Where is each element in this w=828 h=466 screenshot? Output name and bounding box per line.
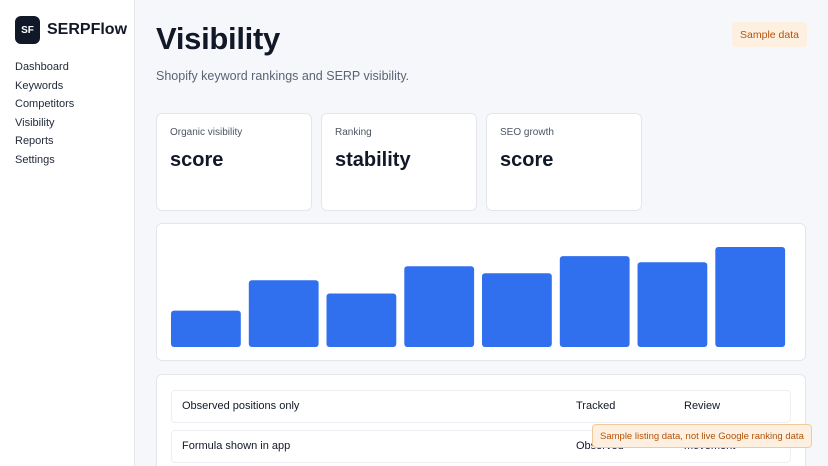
page-subtitle: Shopify keyword rankings and SERP visibi… bbox=[156, 69, 410, 83]
row-name: Observed positions only bbox=[182, 400, 300, 412]
sidebar-nav: Dashboard Keywords Competitors Visibilit… bbox=[15, 60, 74, 172]
page-title: Visibility bbox=[156, 21, 280, 56]
kpi-label: Ranking bbox=[335, 127, 372, 138]
kpi-label: SEO growth bbox=[500, 127, 554, 138]
brand-name: SERPFlow bbox=[47, 21, 128, 38]
table-row[interactable]: Observed positions only Tracked Review bbox=[171, 390, 791, 423]
kpi-card-organic-visibility: Organic visibility score bbox=[156, 113, 312, 211]
visibility-chart-card bbox=[156, 223, 806, 361]
row-name: Formula shown in app bbox=[182, 440, 291, 452]
sidebar-item-keywords[interactable]: Keywords bbox=[15, 79, 64, 92]
kpi-value: score bbox=[500, 149, 554, 171]
sidebar-item-dashboard[interactable]: Dashboard bbox=[15, 61, 69, 73]
chart-bar-3 bbox=[326, 293, 397, 347]
kpi-card-ranking: Ranking stability bbox=[321, 113, 477, 211]
sample-data-badge: Sample data bbox=[732, 22, 807, 47]
chart-bar-2 bbox=[248, 280, 319, 347]
chart-bar-7 bbox=[637, 262, 708, 347]
sidebar-item-visibility[interactable]: Visibility bbox=[15, 116, 55, 129]
kpi-value: stability bbox=[335, 149, 411, 171]
sidebar: SF SERPFlow Dashboard Keywords Competito… bbox=[0, 0, 135, 466]
kpi-card-seo-growth: SEO growth score bbox=[486, 113, 642, 211]
chart-bar-1 bbox=[171, 310, 241, 347]
kpi-value: score bbox=[170, 149, 224, 171]
keyword-table-card: Observed positions only Tracked Review F… bbox=[156, 374, 806, 466]
chart-bar-4 bbox=[404, 266, 475, 347]
brand[interactable]: SF SERPFlow bbox=[15, 16, 127, 44]
row-action: Review bbox=[684, 400, 721, 412]
sidebar-item-competitors[interactable]: Competitors bbox=[15, 98, 75, 111]
sidebar-item-settings[interactable]: Settings bbox=[15, 153, 55, 166]
chart-bar-8 bbox=[715, 247, 786, 347]
sidebar-item-reports[interactable]: Reports bbox=[15, 135, 54, 148]
chart-bar-6 bbox=[559, 256, 630, 347]
brand-logo: SF bbox=[15, 16, 40, 44]
visibility-bar-chart bbox=[171, 247, 786, 347]
row-status: Tracked bbox=[576, 400, 616, 412]
main-content: Visibility Shopify keyword rankings and … bbox=[135, 0, 828, 466]
kpi-label: Organic visibility bbox=[170, 127, 243, 138]
chart-bar-5 bbox=[482, 273, 552, 347]
sample-data-toast: Sample listing data, not live Google ran… bbox=[592, 424, 812, 448]
